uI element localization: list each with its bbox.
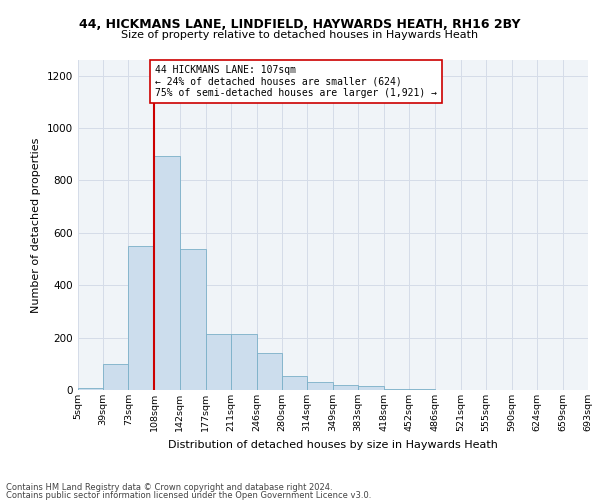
- Text: Contains public sector information licensed under the Open Government Licence v3: Contains public sector information licen…: [6, 491, 371, 500]
- Bar: [78, 388, 103, 390]
- Bar: [333, 385, 358, 390]
- Text: Size of property relative to detached houses in Haywards Heath: Size of property relative to detached ho…: [121, 30, 479, 40]
- Bar: [128, 246, 154, 390]
- Bar: [384, 388, 409, 390]
- Y-axis label: Number of detached properties: Number of detached properties: [31, 138, 41, 312]
- Bar: [282, 376, 307, 390]
- Bar: [103, 364, 128, 390]
- Bar: [179, 248, 205, 390]
- Text: 44 HICKMANS LANE: 107sqm
← 24% of detached houses are smaller (624)
75% of semi-: 44 HICKMANS LANE: 107sqm ← 24% of detach…: [155, 65, 437, 98]
- Bar: [358, 386, 384, 390]
- Text: 44, HICKMANS LANE, LINDFIELD, HAYWARDS HEATH, RH16 2BY: 44, HICKMANS LANE, LINDFIELD, HAYWARDS H…: [79, 18, 521, 30]
- Bar: [307, 382, 333, 390]
- Bar: [231, 334, 257, 390]
- Text: Contains HM Land Registry data © Crown copyright and database right 2024.: Contains HM Land Registry data © Crown c…: [6, 484, 332, 492]
- Bar: [205, 334, 231, 390]
- Bar: [257, 354, 282, 390]
- X-axis label: Distribution of detached houses by size in Haywards Heath: Distribution of detached houses by size …: [168, 440, 498, 450]
- Bar: [154, 156, 179, 390]
